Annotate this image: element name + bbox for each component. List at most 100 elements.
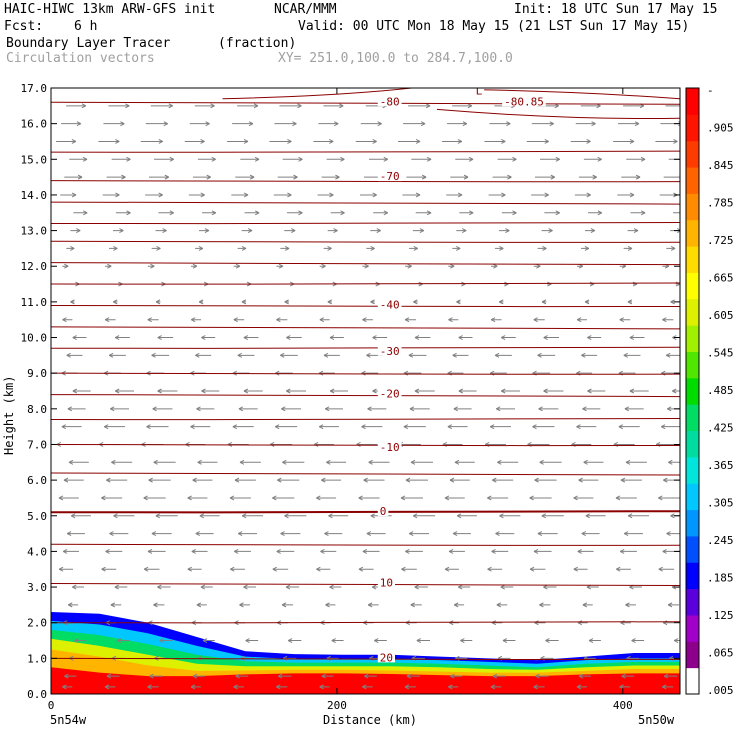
circulation-vector [492, 174, 512, 180]
circulation-vector [544, 210, 560, 216]
y-tick-label: 10.0 [21, 332, 48, 345]
contour-label: -30 [380, 345, 400, 358]
colorbar-swatch [686, 193, 699, 221]
vector-layer [56, 103, 680, 690]
circulation-vector [155, 299, 161, 305]
circulation-vector [362, 317, 373, 323]
circulation-vector [244, 210, 260, 216]
circulation-vector [237, 103, 259, 109]
circulation-vector [541, 299, 547, 305]
contour-line [51, 201, 680, 205]
colorbar-swatch [686, 140, 699, 168]
circulation-vector [405, 263, 412, 269]
circulation-vector [620, 620, 631, 626]
circulation-vector [617, 192, 635, 198]
circulation-vector [318, 424, 339, 430]
circulation-vector [235, 174, 255, 180]
circulation-vector [673, 212, 680, 214]
circulation-vector [454, 459, 475, 465]
colorbar-swatch [686, 562, 699, 590]
circulation-vector [372, 335, 388, 340]
circulation-vector [574, 192, 591, 198]
circulation-vector [501, 210, 517, 216]
circulation-vector [495, 531, 515, 537]
circulation-vector [541, 228, 553, 234]
circulation-vector [492, 673, 506, 679]
circulation-vector [626, 156, 646, 162]
circulation-vector [584, 299, 590, 305]
circulation-vector [115, 210, 131, 216]
y-tick-label: 6.0 [27, 474, 47, 487]
colorbar-label: .185 [707, 572, 734, 585]
circulation-vector [368, 156, 388, 162]
model-title: HAIC-HIWC 13km ARW-GFS init [4, 2, 216, 17]
circulation-vector [408, 103, 431, 109]
circulation-vector [663, 174, 680, 180]
circulation-vector [277, 673, 292, 679]
circulation-vector [191, 548, 208, 554]
circulation-vector [158, 210, 175, 216]
contour-label-bg [502, 95, 546, 107]
circulation-vector [660, 424, 680, 430]
circulation-vector [155, 228, 167, 234]
circulation-vector [456, 299, 461, 305]
contour-label-bg [473, 88, 485, 96]
plot-frame [50, 87, 681, 695]
circulation-vector [149, 673, 163, 679]
circulation-vector [583, 459, 604, 465]
circulation-vector [331, 638, 344, 643]
circulation-vector [187, 566, 202, 572]
circulation-vector [319, 263, 326, 269]
circulation-vector [60, 192, 77, 198]
circulation-vector [319, 317, 330, 323]
circulation-vector [370, 299, 375, 305]
circulation-vector [114, 335, 130, 340]
circulation-vector [152, 406, 173, 412]
circulation-vector [498, 228, 510, 234]
colorbar-frame [685, 87, 700, 695]
tracer-band-5 [51, 667, 680, 694]
circulation-vector [282, 156, 303, 162]
circulation-vector [239, 602, 250, 608]
circulation-vector [362, 548, 380, 554]
circulation-vector [613, 139, 635, 144]
contour-line [51, 240, 680, 243]
circulation-vector [101, 495, 123, 501]
contour-line [51, 472, 680, 476]
circulation-vector [583, 156, 602, 162]
circulation-vector [532, 424, 555, 430]
contour-line [51, 372, 680, 375]
circulation-vector [627, 513, 649, 519]
circulation-vector [197, 156, 216, 162]
circulation-vector [405, 477, 428, 483]
circulation-vector [359, 192, 377, 198]
circulation-vector [323, 352, 340, 358]
circulation-vector [444, 495, 465, 501]
circulation-vector [147, 548, 166, 554]
contour-line [51, 180, 680, 183]
circulation-vector [227, 139, 249, 144]
circulation-vector [405, 548, 423, 554]
circulation-vector [587, 335, 602, 340]
circulation-vector [576, 424, 597, 430]
circulation-vector [415, 210, 432, 216]
circulation-vector [155, 513, 178, 519]
circulation-vector [140, 139, 164, 144]
circulation-vector [370, 228, 381, 234]
circulation-vector [284, 228, 296, 234]
circulation-vector [274, 370, 293, 376]
x-tick-label: 400 [613, 699, 633, 712]
circulation-vector [323, 103, 344, 109]
contour-label: -40 [380, 298, 400, 311]
circulation-vector [62, 548, 79, 554]
circulation-vector [496, 602, 508, 608]
circulation-vector [237, 352, 255, 358]
circulation-vector [285, 584, 300, 590]
circulation-vector [151, 352, 170, 358]
circulation-vector [109, 531, 129, 537]
circulation-vector [232, 424, 254, 430]
circulation-vector [243, 388, 263, 394]
circulation-vector [545, 638, 559, 643]
circulation-vector [453, 602, 465, 608]
circulation-vector [105, 263, 112, 269]
